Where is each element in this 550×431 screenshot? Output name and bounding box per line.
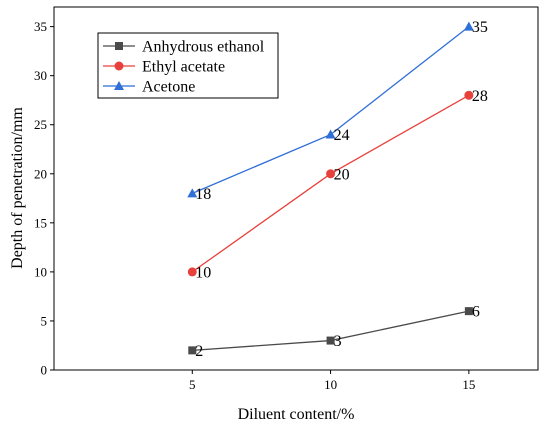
legend-marker [114, 61, 124, 71]
x-tick-label: 15 [462, 377, 475, 392]
data-point [464, 90, 474, 100]
y-axis-title: Depth of penetration/mm [9, 107, 26, 269]
data-point [326, 336, 335, 345]
y-tick-label: 15 [34, 215, 47, 230]
y-tick-label: 20 [34, 166, 47, 181]
data-label: 3 [334, 333, 342, 350]
data-point [325, 129, 336, 139]
data-label: 10 [195, 264, 211, 281]
legend: Anhydrous ethanol Ethyl acetate Acetone [97, 32, 279, 99]
legend-label: Anhydrous ethanol [142, 39, 265, 56]
series-line-1 [191, 94, 470, 273]
plot-frame [53, 6, 539, 371]
legend-box [97, 32, 279, 99]
data-point [188, 346, 197, 355]
y-tick-label: 5 [41, 313, 48, 328]
y-tick-label: 35 [34, 19, 47, 34]
data-label: 24 [334, 127, 350, 144]
y-tick-label: 25 [34, 117, 47, 132]
data-label: 6 [472, 304, 480, 321]
x-tick-label: 5 [189, 377, 196, 392]
legend-marker [114, 81, 124, 90]
data-label: 28 [472, 88, 488, 105]
x-axis-title: Diluent content/% [238, 406, 355, 423]
data-label: 20 [334, 166, 350, 183]
data-label: 35 [472, 19, 488, 36]
data-point [187, 188, 198, 198]
y-tick-label: 0 [41, 363, 48, 378]
y-tick-label: 10 [34, 264, 47, 279]
data-label: 2 [195, 343, 203, 360]
series-layer [187, 21, 474, 355]
data-point [464, 307, 473, 316]
data-point [187, 267, 197, 277]
legend-label: Acetone [142, 79, 195, 96]
data-labels: 2 3 6 10 20 28 18 24 35 [195, 19, 488, 360]
data-point [463, 21, 474, 31]
data-label: 18 [195, 186, 211, 203]
x-tick-label: 10 [324, 377, 337, 392]
y-tick-label: 30 [34, 68, 47, 83]
legend-label: Ethyl acetate [142, 59, 225, 76]
legend-marker [115, 42, 123, 50]
x-axis: 5 10 15 [189, 370, 475, 392]
y-axis: 0 5 10 15 20 25 30 35 [34, 19, 54, 378]
data-point [326, 169, 336, 179]
